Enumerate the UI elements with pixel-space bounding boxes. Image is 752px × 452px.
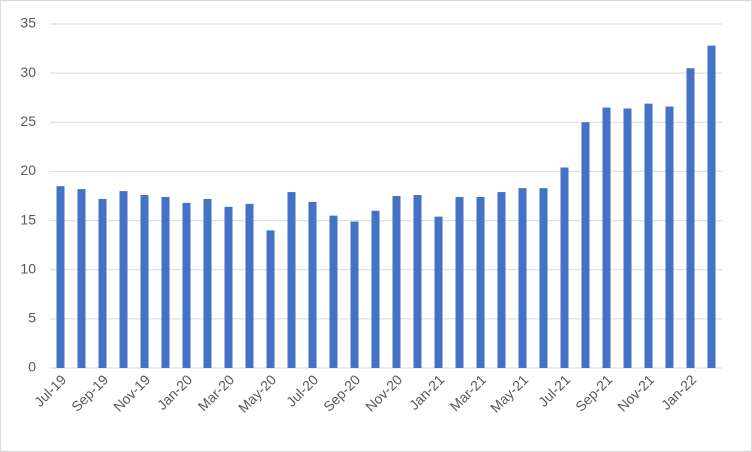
bar [560, 167, 569, 368]
bar [497, 192, 506, 368]
bar [476, 196, 485, 368]
bar [161, 196, 170, 368]
y-tick-label: 0 [28, 359, 36, 375]
bar [665, 106, 674, 368]
bar [56, 186, 65, 368]
bar [350, 221, 359, 368]
bar [98, 198, 107, 368]
bar [518, 188, 527, 368]
bar [623, 108, 632, 369]
y-tick-label: 10 [20, 260, 36, 276]
bar [707, 45, 716, 368]
bar [329, 215, 338, 368]
bar [266, 230, 275, 368]
y-tick-label: 15 [20, 211, 36, 227]
bar [413, 195, 422, 368]
y-tick-label: 30 [20, 64, 36, 80]
bar [644, 103, 653, 369]
bar [371, 210, 380, 368]
bar [434, 216, 443, 368]
bar [539, 188, 548, 368]
bar [392, 196, 401, 368]
y-tick-label: 5 [28, 310, 36, 326]
bar [602, 107, 611, 369]
bar [245, 203, 254, 368]
bar [287, 192, 296, 368]
bar [455, 196, 464, 368]
bar [224, 206, 233, 368]
y-tick-label: 25 [20, 113, 36, 129]
y-tick-label: 35 [20, 15, 36, 31]
bar [581, 122, 590, 369]
bar [308, 201, 317, 368]
bar [203, 198, 212, 368]
bar [119, 191, 128, 368]
bar [686, 68, 695, 368]
bar [182, 202, 191, 368]
y-tick-label: 20 [20, 162, 36, 178]
bar [140, 195, 149, 368]
bar [77, 189, 86, 368]
